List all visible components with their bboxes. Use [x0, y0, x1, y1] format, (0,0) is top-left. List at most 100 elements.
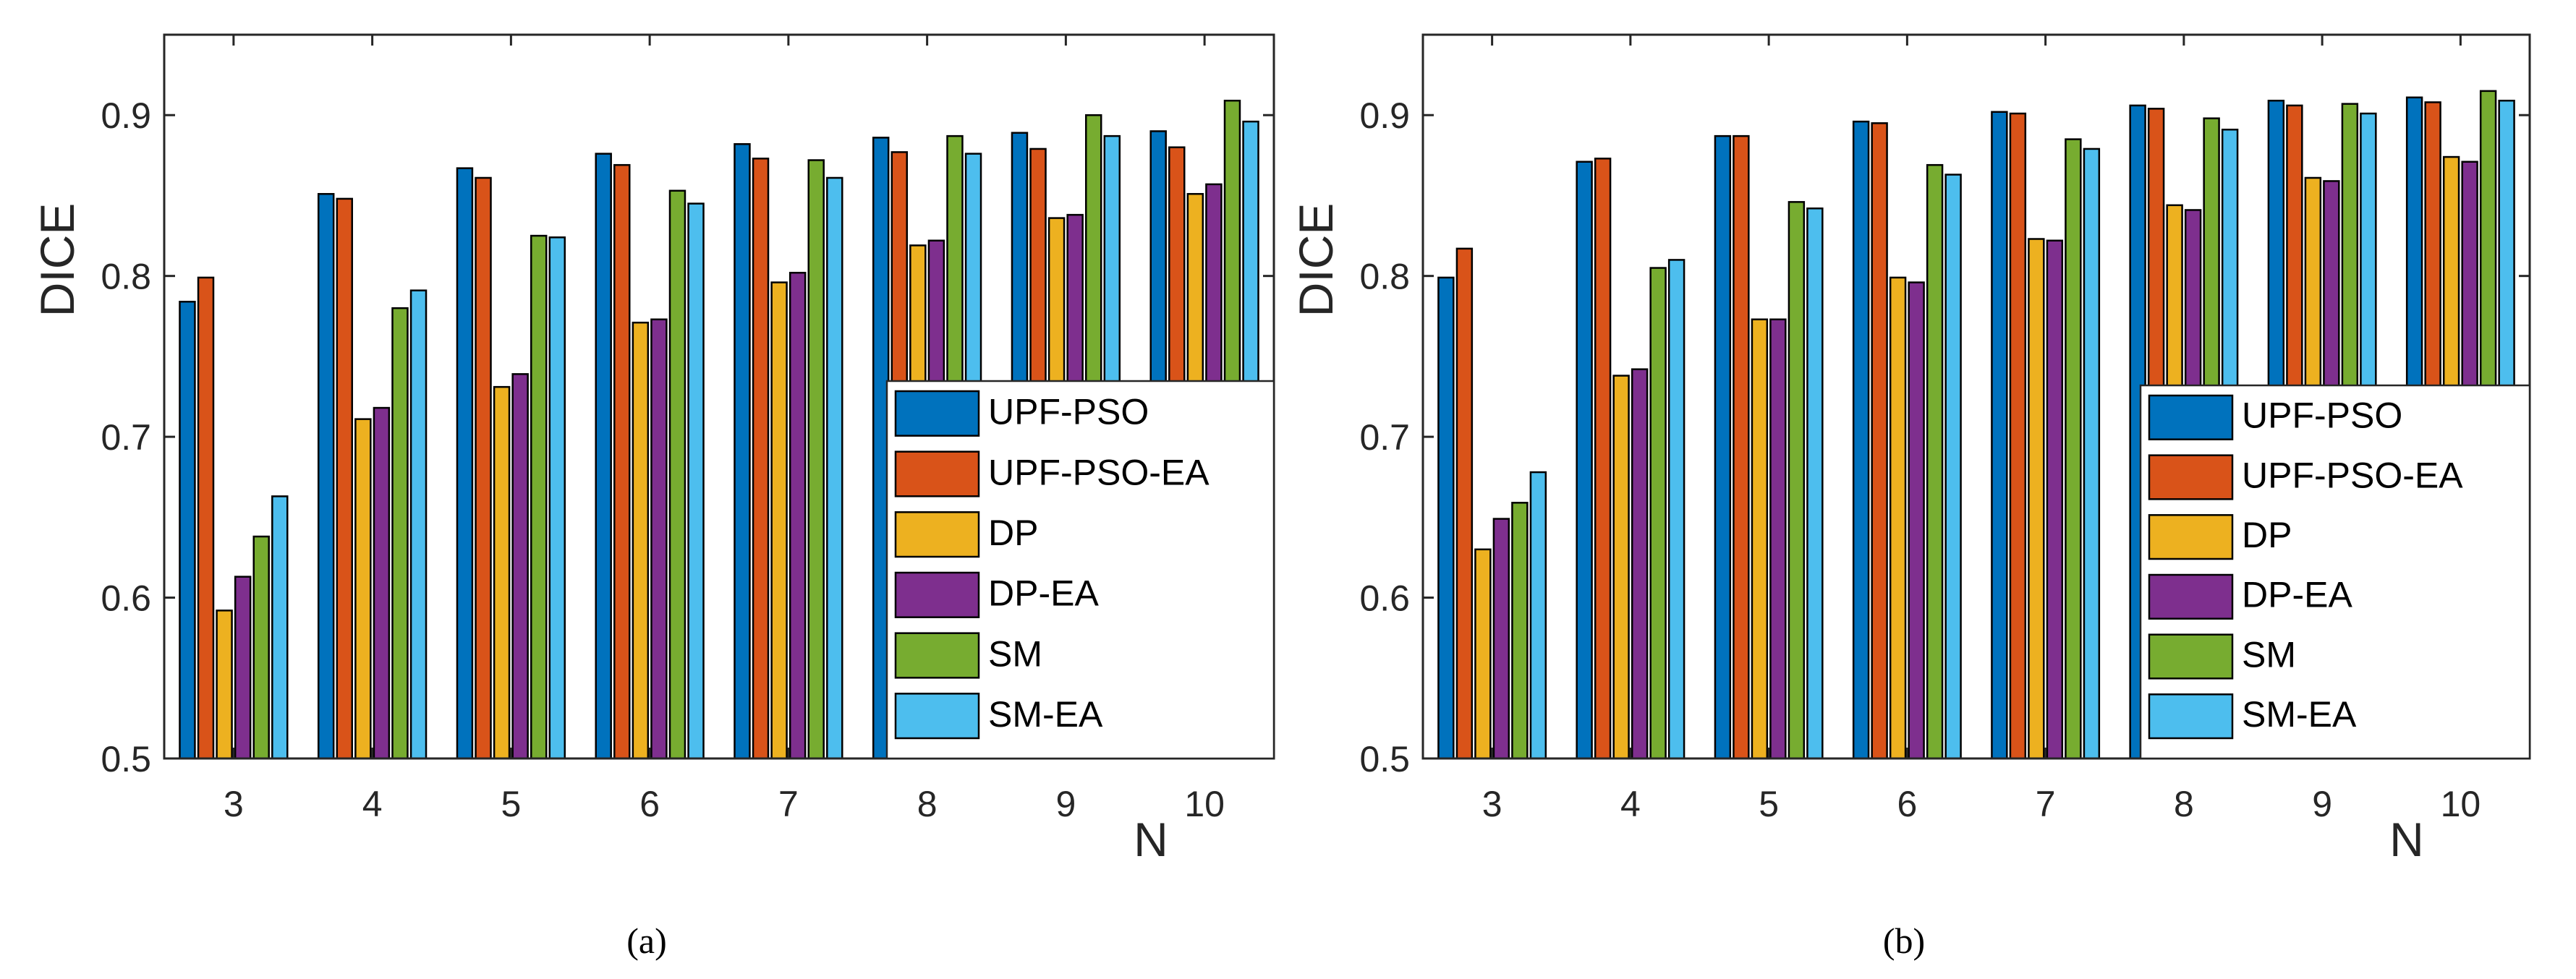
legend-label: DP — [2242, 515, 2292, 555]
legend-swatch-dp-ea — [2148, 573, 2234, 620]
x-tick-label: 6 — [639, 784, 660, 824]
y-axis-label: DICE — [1289, 203, 1343, 317]
bar-sm-n4 — [1649, 267, 1667, 760]
legend-swatch-upf-pso — [894, 390, 980, 437]
legend-label: SM-EA — [988, 694, 1103, 735]
bar-upf-pso-ea-n6 — [613, 163, 631, 760]
legend-label: DP-EA — [988, 573, 1099, 614]
bar-dp-ea-n6 — [650, 318, 668, 760]
legend-label: SM — [2242, 634, 2296, 675]
subfigure-caption: (a) — [626, 920, 667, 961]
bar-sm-n7 — [807, 159, 825, 760]
bar-sm-n7 — [2065, 138, 2082, 760]
legend-swatch-upf-pso-ea — [2148, 454, 2234, 500]
legend-label: UPF-PSO — [988, 392, 1149, 432]
x-tick-label: 5 — [1759, 784, 1779, 824]
legend-label: SM-EA — [2242, 694, 2357, 735]
bar-sm-ea-n5 — [548, 236, 566, 760]
bar-upf-pso-ea-n6 — [1871, 122, 1888, 760]
y-tick-label: 0.5 — [1359, 739, 1410, 779]
bar-sm-ea-n5 — [1806, 207, 1824, 760]
y-tick-label: 0.7 — [1359, 417, 1410, 458]
bar-upf-pso-ea-n5 — [1733, 134, 1750, 760]
y-tick-label: 0.5 — [101, 739, 151, 779]
bar-dp-ea-n4 — [373, 406, 391, 760]
x-tick-label: 4 — [1620, 784, 1641, 824]
bar-dp-n6 — [1889, 276, 1907, 760]
legend-swatch-dp — [2148, 514, 2234, 560]
bar-dp-n7 — [770, 281, 788, 760]
bar-sm-ea-n6 — [1944, 174, 1962, 760]
bar-upf-pso-ea-n3 — [1455, 247, 1474, 760]
legend-swatch-dp — [894, 511, 980, 558]
bar-dp-ea-n6 — [1908, 281, 1925, 760]
bar-sm-n3 — [252, 535, 270, 760]
bar-sm-n3 — [1511, 502, 1529, 760]
bar-dp-ea-n4 — [1631, 368, 1649, 760]
bar-dp-n6 — [632, 321, 650, 760]
y-tick-label: 0.9 — [101, 95, 151, 136]
subfigure-caption: (b) — [1883, 920, 1925, 961]
bar-upf-pso-n7 — [1991, 111, 2008, 760]
x-tick-label: 4 — [362, 784, 383, 824]
bar-upf-pso-n4 — [1576, 161, 1593, 760]
y-tick-label: 0.8 — [101, 257, 151, 297]
x-tick-label: 10 — [2441, 784, 2481, 824]
bar-upf-pso-n7 — [734, 143, 751, 760]
bar-sm-ea-n3 — [1529, 471, 1547, 760]
legend-swatch-sm-ea — [894, 693, 980, 740]
bar-dp-ea-n7 — [2046, 239, 2064, 760]
x-tick-label: 3 — [1482, 784, 1502, 824]
x-axis-label: N — [1134, 813, 1168, 866]
bar-sm-n5 — [1788, 201, 1806, 760]
legend-swatch-sm — [894, 632, 980, 679]
x-tick-label: 8 — [917, 784, 938, 824]
bar-sm-ea-n7 — [826, 176, 843, 760]
legend: UPF-PSO UPF-PSO-EA DP DP-EA SM SM-EA — [885, 380, 1275, 760]
bar-sm-ea-n6 — [687, 202, 705, 760]
x-tick-label: 5 — [501, 784, 521, 824]
bar-upf-pso-ea-n7 — [2009, 112, 2027, 760]
bar-upf-pso-n6 — [595, 153, 612, 760]
chart-a: 3 4 5 6 7 8 9 100.50.60.70.80.9DICEN(a)UPF-PSOU… — [30, 33, 1275, 961]
y-tick-label: 0.7 — [101, 417, 151, 458]
chart-b: 3 4 5 6 7 8 9 100.50.60.70.80.9DICEN(b)UPF-PSOU… — [1289, 33, 2531, 961]
y-tick-label: 0.6 — [1359, 578, 1410, 619]
bar-sm-ea-n7 — [2083, 148, 2101, 760]
legend-label: UPF-PSO-EA — [988, 452, 1210, 492]
bar-upf-pso-n3 — [1437, 276, 1455, 760]
x-axis-label: N — [2389, 813, 2424, 866]
bar-dp-ea-n3 — [234, 576, 252, 760]
bar-upf-pso-n5 — [456, 167, 474, 760]
legend-label: DP-EA — [2242, 575, 2352, 615]
x-tick-label: 9 — [2312, 784, 2332, 824]
bar-sm-ea-n3 — [271, 495, 289, 760]
bar-sm-n4 — [391, 307, 409, 760]
bar-upf-pso-n5 — [1714, 134, 1732, 760]
bar-dp-ea-n5 — [511, 373, 529, 760]
x-tick-label: 10 — [1184, 784, 1225, 824]
legend-swatch-dp-ea — [894, 571, 980, 618]
bar-dp-ea-n7 — [788, 271, 807, 760]
bar-dp-n4 — [354, 418, 372, 760]
legend-swatch-upf-pso — [2148, 394, 2234, 440]
bar-upf-pso-ea-n4 — [1594, 158, 1612, 760]
bar-sm-ea-n4 — [1667, 259, 1686, 760]
bar-dp-n3 — [216, 610, 233, 760]
bar-dp-n3 — [1474, 548, 1492, 760]
bar-upf-pso-ea-n7 — [752, 158, 770, 760]
bar-dp-n7 — [2028, 238, 2045, 760]
bar-upf-pso-n4 — [317, 192, 335, 760]
legend-label: SM — [988, 633, 1042, 674]
legend-label: DP — [988, 513, 1038, 553]
legend: UPF-PSO UPF-PSO-EA DP DP-EA SM SM-EA — [2139, 384, 2531, 760]
bar-upf-pso-n6 — [1852, 120, 1870, 760]
y-axis-label: DICE — [30, 203, 84, 317]
x-tick-label: 3 — [224, 784, 244, 824]
legend-label: UPF-PSO-EA — [2242, 455, 2463, 495]
x-tick-label: 9 — [1055, 784, 1076, 824]
legend-swatch-sm-ea — [2148, 693, 2234, 740]
bar-upf-pso-n3 — [179, 301, 196, 760]
bar-upf-pso-ea-n5 — [475, 176, 492, 760]
